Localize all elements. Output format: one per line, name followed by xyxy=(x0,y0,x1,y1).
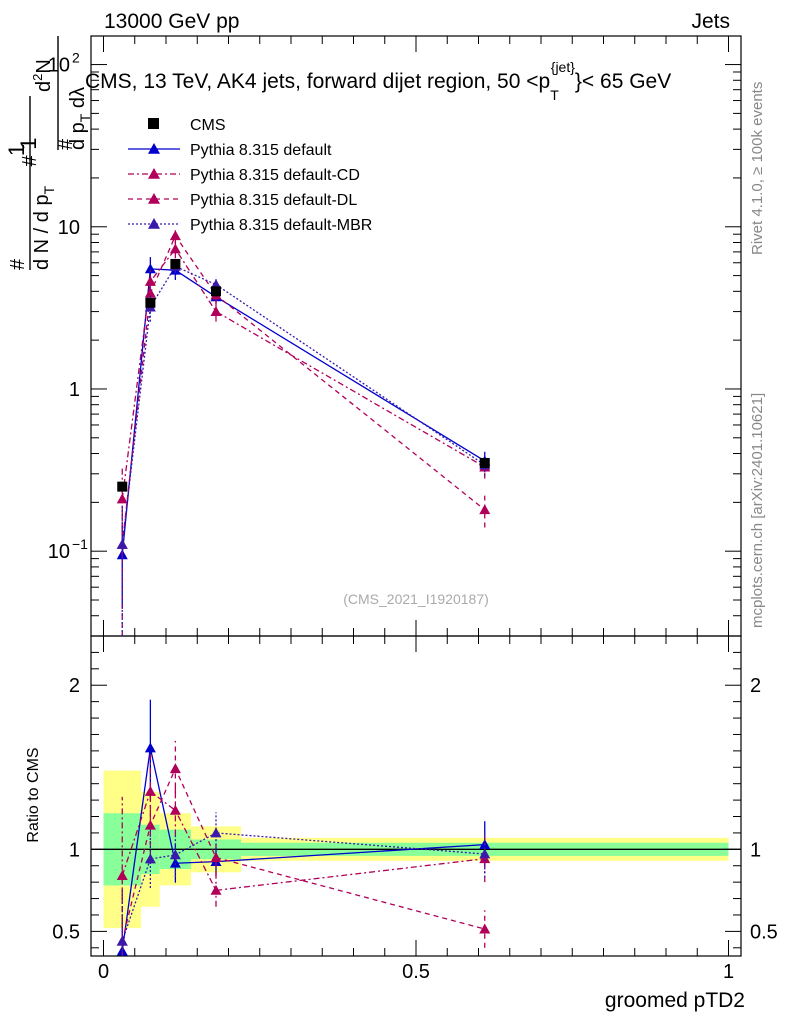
legend-entry-label: Pythia 8.315 default-DL xyxy=(190,192,357,209)
legend-entry-label: Pythia 8.315 default-CD xyxy=(190,167,360,184)
legend-marker xyxy=(148,218,160,229)
ratio-point-marker xyxy=(169,849,181,860)
legend: CMS Pythia 8.315 default Pythia 8.315 defa… xyxy=(128,117,372,234)
svg-text:#: # xyxy=(55,138,77,150)
main-frame xyxy=(90,35,742,637)
y-tick-label: 10 xyxy=(48,55,70,77)
x-tick-label: 0 xyxy=(98,961,109,983)
ratio-point-marker xyxy=(144,742,156,753)
header-left: 13000 GeV pp xyxy=(104,10,239,33)
ratio-point-marker xyxy=(144,819,156,830)
ratio-tick-label: 2 xyxy=(69,675,80,697)
data-point-marker xyxy=(169,243,181,254)
legend-marker xyxy=(148,168,160,179)
y-tick-label: 10 xyxy=(58,217,80,239)
series-markers xyxy=(116,228,491,956)
y-tick-label-exp: −1 xyxy=(72,536,88,552)
ratio-tick-label-right: 0.5 xyxy=(750,921,778,943)
series-line xyxy=(121,268,486,555)
ratio-point-marker xyxy=(169,804,181,815)
ratio-tick-label: 0.5 xyxy=(52,921,80,943)
ratio-tick-label-right: 2 xyxy=(750,675,761,697)
data-point-marker xyxy=(116,493,128,504)
data-point-marker xyxy=(479,504,491,515)
data-point-marker xyxy=(144,287,156,298)
svg-text:d N / d pT: d N / d pT xyxy=(31,185,57,270)
svg-text:# 1: # 1 xyxy=(16,138,41,167)
ratio-series-line xyxy=(121,790,485,892)
series-line xyxy=(121,247,486,500)
cms-data-point xyxy=(117,481,128,492)
data-point-marker xyxy=(169,230,181,241)
watermark: (CMS_2021_I1920187) xyxy=(343,591,489,607)
data-point-marker xyxy=(144,263,156,274)
x-tick-label: 0.5 xyxy=(402,961,430,983)
chart-title: CMS, 13 TeV, AK4 jets, forward dijet reg… xyxy=(85,59,671,103)
ratio-point-marker xyxy=(116,870,128,880)
ratio-ylabel: Ratio to CMS xyxy=(25,747,42,842)
legend-entry-label: Pythia 8.315 default-MBR xyxy=(190,217,372,234)
header-right: Jets xyxy=(691,10,730,33)
side-text-mcplots: mcplots.cern.ch [arXiv:2401.10621] xyxy=(749,393,766,628)
cms-data-point xyxy=(211,286,221,297)
series-line xyxy=(121,265,486,545)
legend-marker-cms xyxy=(148,118,159,129)
ratio-point-marker xyxy=(169,857,181,868)
series-line xyxy=(121,234,486,545)
cms-data-point xyxy=(170,258,181,269)
y-tick-label-exp: 2 xyxy=(72,50,80,66)
ratio-tick-label-right: 1 xyxy=(750,839,761,861)
ratio-point-marker xyxy=(210,884,222,895)
legend-marker xyxy=(148,143,160,154)
x-axis-label: groomed pTD2 xyxy=(605,989,745,1012)
data-point-marker xyxy=(210,306,222,316)
ratio-point-marker xyxy=(116,935,128,946)
legend-marker xyxy=(148,193,160,204)
ratio-point-marker xyxy=(479,848,491,859)
svg-text:1: 1 xyxy=(4,144,29,156)
legend-entry-label: CMS xyxy=(190,117,226,134)
x-tick-label: 1 xyxy=(723,961,734,983)
y-tick-label: 1 xyxy=(69,379,80,401)
cms-data-point xyxy=(145,297,156,308)
y-tick-label: 10 xyxy=(48,541,70,563)
legend-entry-label: Pythia 8.315 default xyxy=(190,142,332,159)
ratio-tick-label: 1 xyxy=(69,839,80,861)
ratio-point-marker xyxy=(144,853,156,864)
ratio-point-marker xyxy=(210,852,222,862)
y-axis-label-formula: 1 d N / d pT # d2N d pT dλ # xyxy=(4,36,93,270)
ratio-point-marker xyxy=(169,763,181,774)
side-text-rivet: Rivet 4.1.0, ≥ 100k events xyxy=(749,82,766,255)
cms-data-point xyxy=(479,457,490,468)
y-axis-label: # 1 xyxy=(16,138,41,167)
ratio-point-marker xyxy=(479,923,491,934)
ratio-point-marker xyxy=(210,827,222,838)
svg-text:#: # xyxy=(7,258,29,270)
data-point-marker xyxy=(116,538,128,549)
